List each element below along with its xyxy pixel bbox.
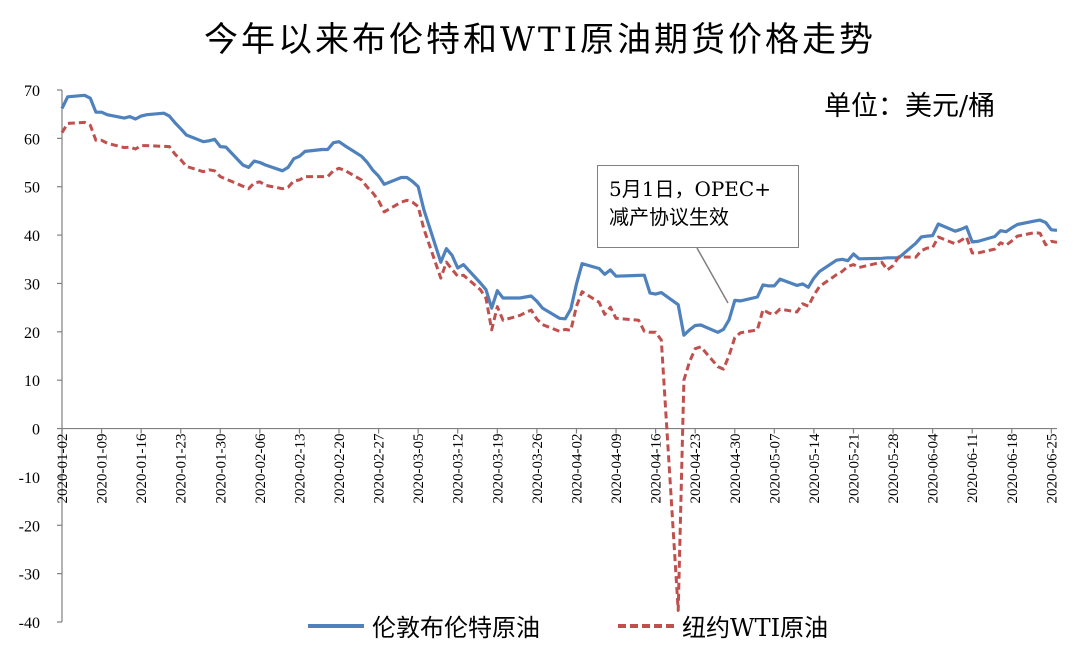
x-tick-label: 2020-05-28: [886, 434, 902, 504]
x-tick-label: 2020-02-27: [372, 433, 388, 503]
y-tick-label: 70: [24, 83, 40, 100]
x-tick-label: 2020-06-18: [1005, 434, 1021, 504]
x-tick-label: 2020-01-30: [213, 434, 229, 504]
unit-label: 单位：美元/桶: [824, 91, 996, 122]
legend-swatch-brent: [308, 623, 364, 628]
y-tick-label: -20: [19, 518, 40, 535]
annotation-line-1: 5月1日，OPEC+: [609, 177, 771, 201]
x-tick-label: 2020-06-11: [965, 434, 981, 503]
series-layer: [60, 93, 1058, 612]
y-tick-label: 20: [24, 325, 40, 342]
y-tick-label: -10: [19, 470, 40, 487]
y-tick-label: 0: [32, 422, 40, 439]
annotation-box: 5月1日，OPEC+ 减产协议生效: [597, 165, 799, 248]
x-tick-label: 2020-01-02: [55, 434, 71, 504]
y-tick-label: -30: [19, 567, 40, 584]
series-line-brent: [60, 93, 1058, 337]
x-tick-label: 2020-04-09: [609, 434, 625, 504]
x-tick-label: 2020-01-16: [134, 433, 150, 503]
y-tick-label: 10: [24, 373, 40, 390]
x-tick-label: 2020-02-20: [332, 434, 348, 504]
y-tick-label: -40: [19, 615, 40, 632]
legend: 伦敦布伦特原油 纽约WTI原油: [0, 608, 1080, 658]
chart-title: 今年以来布伦特和WTI原油期货价格走势: [203, 20, 877, 60]
x-axis: 2020-01-02 2020-01-09 2020-01-16 2020-01-23…: [55, 427, 1060, 504]
x-tick-label: 2020-03-19: [490, 434, 506, 504]
y-tick-label: 50: [24, 180, 40, 197]
y-axis: -40 -30 -20 -10 0 10 20 30 40 50 60 70: [19, 83, 63, 632]
x-tick-label: 2020-04-02: [569, 434, 585, 504]
x-tick-label: 2020-06-25: [1044, 434, 1060, 504]
x-tick-label: 2020-01-09: [95, 434, 111, 504]
x-tick-label: 2020-03-12: [451, 434, 467, 504]
legend-item-wti: 纽约WTI原油: [618, 608, 828, 643]
x-tick-label: 2020-06-04: [926, 433, 942, 503]
x-tick-label: 2020-01-23: [174, 434, 190, 504]
y-tick-label: 30: [24, 276, 40, 293]
annotation-line-2: 减产协议生效: [609, 205, 729, 229]
y-tick-label: 40: [24, 228, 40, 245]
x-tick-label: 2020-02-06: [253, 433, 269, 503]
x-tick-label: 2020-04-23: [688, 434, 704, 504]
x-tick-label: 2020-03-26: [530, 433, 546, 503]
annotation-leader-line: [696, 247, 729, 304]
y-tick-label: 60: [24, 131, 40, 148]
legend-label-wti: 纽约WTI原油: [682, 614, 829, 642]
x-tick-label: 2020-05-14: [807, 433, 823, 503]
legend-item-brent: 伦敦布伦特原油: [308, 608, 540, 643]
legend-swatch-wti: [618, 623, 674, 628]
x-tick-label: 2020-02-13: [292, 434, 308, 504]
x-tick-label: 2020-05-21: [846, 434, 862, 504]
legend-label-brent: 伦敦布伦特原油: [372, 614, 540, 642]
x-tick-label: 2020-03-05: [411, 434, 427, 504]
series-line-wti: [60, 120, 1058, 612]
x-tick-label: 2020-04-30: [728, 434, 744, 504]
x-tick-label: 2020-05-07: [767, 433, 783, 503]
x-tick-label: 2020-04-16: [649, 433, 665, 503]
